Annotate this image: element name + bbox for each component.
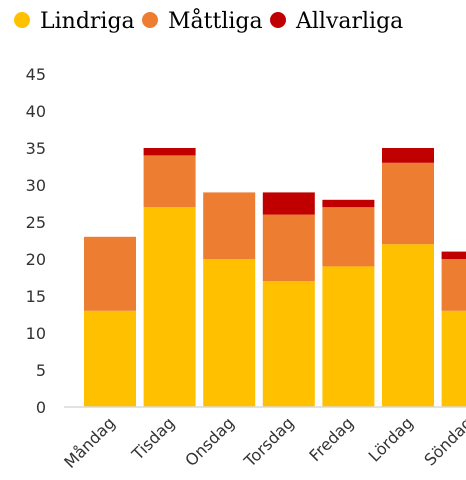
x-axis-ticks: Måndag Tisdag Onsdag Torsdag Fredag Lördag Sön…	[60, 413, 466, 472]
bar-segment	[84, 310, 136, 407]
x-tick-label: Onsdag	[181, 413, 238, 470]
y-tick-label: 5	[36, 361, 46, 380]
bar-segment	[441, 251, 466, 259]
bar-segment	[382, 148, 434, 163]
y-tick-label: 35	[26, 139, 46, 158]
legend-label: Allvarliga	[295, 9, 403, 34]
legend-label: Lindriga	[40, 9, 135, 34]
x-tick-label: Söndag	[420, 413, 466, 469]
bar-segment	[262, 214, 315, 282]
y-tick-label: 10	[26, 324, 46, 343]
bar-segment	[382, 244, 434, 407]
bar-segment	[143, 155, 196, 208]
y-axis-ticks: 0 5 10 15 20 25 30 35 40 45	[26, 65, 46, 417]
x-tick-label: Fredag	[305, 413, 357, 465]
y-tick-label: 0	[36, 398, 46, 417]
legend-swatch	[270, 12, 286, 28]
bar-segment	[322, 199, 375, 208]
bar-segment	[262, 281, 315, 407]
bar-segment	[322, 207, 375, 267]
legend-item: Lindriga	[14, 9, 135, 34]
bar-segment	[441, 310, 466, 407]
bar-segment	[203, 259, 256, 407]
x-tick-label: Lördag	[365, 413, 417, 465]
legend-label: Måttliga	[168, 7, 263, 34]
y-tick-label: 40	[26, 102, 46, 121]
y-tick-label: 30	[26, 176, 46, 195]
y-tick-label: 25	[26, 213, 46, 232]
bar-segment	[203, 192, 256, 259]
bar-segment	[262, 192, 315, 215]
x-tick-label: Torsdag	[240, 413, 298, 471]
bar-segment	[322, 266, 375, 407]
bars	[84, 148, 466, 407]
legend-swatch	[14, 12, 30, 28]
legend-item: Allvarliga	[270, 9, 403, 34]
y-tick-label: 15	[26, 287, 46, 306]
y-tick-label: 20	[26, 250, 46, 269]
bar-segment	[143, 207, 196, 407]
bar-segment	[441, 259, 466, 311]
bar-segment	[84, 236, 136, 311]
legend-swatch	[142, 12, 158, 28]
bar-segment	[382, 162, 434, 245]
x-tick-label: Måndag	[60, 413, 119, 472]
y-tick-label: 45	[26, 65, 46, 84]
legend: Lindriga Måttliga Allvarliga	[14, 7, 403, 34]
bar-segment	[143, 148, 196, 156]
legend-item: Måttliga	[142, 7, 263, 34]
x-tick-label: Tisdag	[127, 413, 178, 464]
